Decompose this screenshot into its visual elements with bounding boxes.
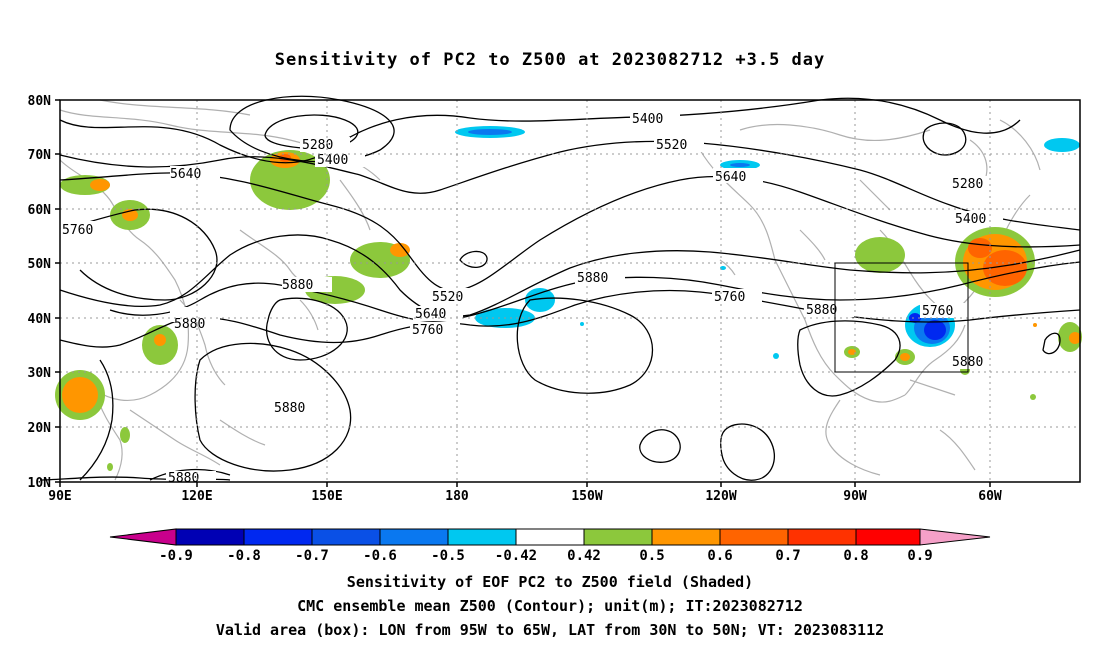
contour-label: 5520 bbox=[432, 290, 463, 305]
lon-labels: 90E 120E 150E 180 150W 120W 90W 60W bbox=[48, 489, 1002, 504]
lon-label: 180 bbox=[445, 489, 469, 504]
contour-label: 5400 bbox=[317, 153, 348, 168]
contour-label: 5640 bbox=[415, 307, 446, 322]
caption-contour: CMC ensemble mean Z500 (Contour); unit(m… bbox=[297, 597, 803, 615]
colorbar-tick: -0.8 bbox=[227, 548, 261, 564]
lat-label: 50N bbox=[28, 257, 52, 272]
map-frame bbox=[59, 99, 1081, 483]
contour-label: 5400 bbox=[955, 212, 986, 227]
z500-contours bbox=[39, 95, 1081, 481]
valid-area-box bbox=[834, 262, 969, 373]
lat-label: 70N bbox=[28, 148, 52, 163]
contour-label: 5280 bbox=[302, 138, 333, 153]
colorbar-cell bbox=[719, 528, 789, 546]
contour-label: 5640 bbox=[170, 167, 201, 182]
lon-label: 90E bbox=[48, 489, 71, 504]
lat-label: 60N bbox=[28, 203, 52, 218]
contour-label: 5880 bbox=[282, 278, 313, 293]
colorbar-cell bbox=[515, 528, 585, 546]
map-title: Sensitivity of PC2 to Z500 at 2023082712… bbox=[274, 50, 826, 70]
contour-label: 5760 bbox=[412, 323, 443, 338]
caption-valid-area: Valid area (box): LON from 95W to 65W, L… bbox=[215, 621, 885, 639]
lat-label: 20N bbox=[28, 421, 52, 436]
contour-label: 5880 bbox=[174, 317, 205, 332]
contour-labels: 5400 5280 5400 5640 5760 5520 5640 5880 … bbox=[60, 110, 1003, 486]
colorbar-tick: 0.8 bbox=[843, 548, 868, 564]
caption-shaded: Sensitivity of EOF PC2 to Z500 field (Sh… bbox=[346, 573, 754, 591]
contour-label: 5880 bbox=[274, 401, 305, 416]
colorbar-cell bbox=[919, 528, 991, 546]
lat-label: 80N bbox=[28, 94, 52, 109]
colorbar-cell bbox=[651, 528, 721, 546]
contour-label: 5880 bbox=[168, 471, 199, 486]
gridlines bbox=[60, 100, 1080, 482]
lon-label: 150E bbox=[311, 489, 342, 504]
contour-label: 5640 bbox=[715, 170, 746, 185]
lat-label: 10N bbox=[28, 476, 52, 491]
contour-label: 5760 bbox=[62, 223, 93, 238]
contour-label: 5880 bbox=[806, 303, 837, 318]
colorbar-tick: -0.9 bbox=[159, 548, 193, 564]
lon-label: 150W bbox=[571, 489, 602, 504]
colorbar-cell bbox=[379, 528, 449, 546]
lon-label: 90W bbox=[843, 489, 867, 504]
colorbar-cell bbox=[855, 528, 921, 546]
colorbar-tick: 0.9 bbox=[907, 548, 932, 564]
colorbar-tick: -0.6 bbox=[363, 548, 397, 564]
contour-label: 5760 bbox=[714, 290, 745, 305]
colorbar-tick: -0.7 bbox=[295, 548, 329, 564]
colorbar-tick: 0.7 bbox=[775, 548, 800, 564]
colorbar-cell bbox=[787, 528, 857, 546]
colorbar-tick: -0.42 bbox=[495, 548, 537, 564]
colorbar-tick: 0.6 bbox=[707, 548, 732, 564]
colorbar-cell bbox=[243, 528, 313, 546]
lat-label: 30N bbox=[28, 366, 52, 381]
lon-label: 120W bbox=[705, 489, 736, 504]
colorbar-ticks: -0.9 -0.8 -0.7 -0.6 -0.5 -0.42 0.42 0.5 … bbox=[159, 548, 933, 564]
contour-label: 5400 bbox=[632, 112, 663, 127]
contour-label: 5760 bbox=[922, 304, 953, 319]
colorbar-tick: -0.5 bbox=[431, 548, 465, 564]
contour-label: 5880 bbox=[577, 271, 608, 286]
lon-label: 120E bbox=[181, 489, 212, 504]
contour-label: 5280 bbox=[952, 177, 983, 192]
contour-label: 5520 bbox=[656, 138, 687, 153]
colorbar-cell bbox=[447, 528, 517, 546]
colorbar-tick: 0.5 bbox=[639, 548, 664, 564]
colorbar-cell bbox=[175, 528, 245, 546]
lat-label: 40N bbox=[28, 312, 52, 327]
axis-ticks bbox=[55, 99, 991, 487]
colorbar-cell bbox=[109, 528, 177, 546]
colorbar-cell bbox=[311, 528, 381, 546]
lon-label: 60W bbox=[978, 489, 1002, 504]
colorbar-cell bbox=[583, 528, 653, 546]
colorbar-tick: 0.42 bbox=[567, 548, 601, 564]
colorbar bbox=[109, 528, 991, 546]
lat-labels: 80N 70N 60N 50N 40N 30N 20N 10N bbox=[28, 94, 52, 491]
